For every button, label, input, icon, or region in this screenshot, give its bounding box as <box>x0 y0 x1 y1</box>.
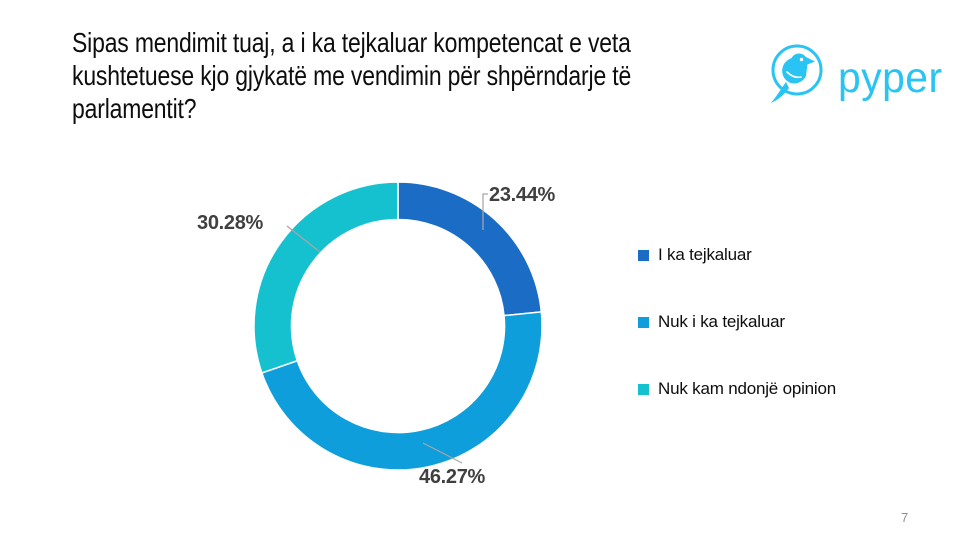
legend-label: Nuk kam ndonjë opinion <box>658 379 836 398</box>
donut-slice-1 <box>260 311 543 471</box>
leader-line-2 <box>286 225 321 253</box>
title-line-2: kushtetuese kjo gjykatë me vendimin për … <box>72 60 632 91</box>
legend-item-nuk-kam-ndonje-opinion: Nuk kam ndonjë opinion <box>638 379 836 399</box>
donut-slice-2 <box>253 181 399 374</box>
legend-swatch-icon <box>638 249 649 261</box>
leader-line-0 <box>482 193 488 230</box>
title-line-3: parlamentit? <box>72 93 197 124</box>
page-number: 7 <box>901 510 909 525</box>
legend-label: Nuk i ka tejkaluar <box>658 312 785 331</box>
legend-item-i-ka-tejkaluar: I ka tejkaluar <box>638 245 752 265</box>
pyper-logo: pyper <box>768 42 948 115</box>
title-line-1: Sipas mendimit tuaj, a i ka tejkaluar ko… <box>72 27 631 58</box>
donut-chart <box>170 160 630 510</box>
pyper-bird-icon <box>768 42 828 115</box>
leader-line-1 <box>422 442 463 464</box>
data-label-nuk-i-ka-tejkaluar: 46.27% <box>419 466 486 488</box>
data-label-i-ka-tejkaluar: 23.44% <box>489 184 556 206</box>
logo-text: pyper <box>838 54 943 102</box>
data-label-nuk-kam-ndonje-opinion: 30.28% <box>197 212 264 234</box>
donut-svg <box>253 181 543 471</box>
legend-swatch-icon <box>638 316 649 328</box>
legend-label: I ka tejkaluar <box>658 245 752 264</box>
page-title: Sipas mendimit tuaj, a i ka tejkaluar ko… <box>72 26 631 125</box>
legend-item-nuk-i-ka-tejkaluar: Nuk i ka tejkaluar <box>638 312 785 332</box>
legend-swatch-icon <box>638 383 649 395</box>
